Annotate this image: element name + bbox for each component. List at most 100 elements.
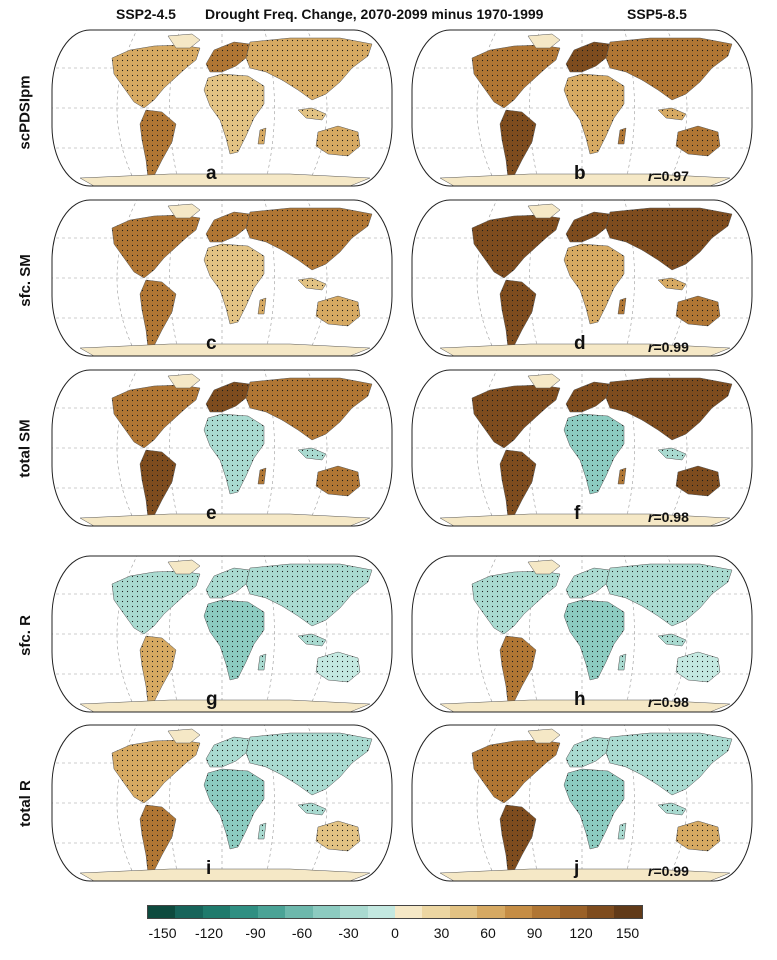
significance-stippling bbox=[564, 769, 624, 849]
significance-stippling bbox=[500, 805, 536, 873]
significance-stippling bbox=[246, 38, 372, 100]
world-map-a bbox=[51, 29, 393, 187]
significance-stippling bbox=[204, 74, 264, 154]
map-frame bbox=[51, 369, 393, 527]
map-panel-h bbox=[410, 554, 754, 714]
map-panel-d bbox=[410, 198, 754, 358]
colorbar-swatch bbox=[587, 906, 615, 918]
significance-stippling bbox=[206, 382, 250, 412]
significance-stippling bbox=[618, 468, 626, 484]
map-frame bbox=[51, 555, 393, 713]
significance-stippling bbox=[676, 126, 720, 156]
graticule-meridian bbox=[116, 200, 139, 356]
correlation-f: r=0.98 bbox=[648, 509, 689, 525]
significance-stippling bbox=[140, 805, 176, 873]
significance-stippling bbox=[204, 769, 264, 849]
panel-label-a: a bbox=[206, 163, 217, 184]
significance-stippling bbox=[316, 821, 360, 851]
land-antarctica bbox=[439, 699, 731, 712]
significance-stippling bbox=[564, 414, 624, 494]
significance-stippling bbox=[472, 571, 560, 634]
land-antarctica bbox=[79, 699, 371, 712]
map-panel-g bbox=[50, 554, 394, 714]
graticule-meridian bbox=[116, 556, 139, 712]
correlation-d: r=0.99 bbox=[648, 339, 689, 355]
map-frame bbox=[51, 199, 393, 357]
significance-stippling bbox=[564, 74, 624, 154]
map-panel-e bbox=[50, 368, 394, 528]
significance-stippling bbox=[658, 108, 686, 120]
world-map-h bbox=[411, 555, 753, 713]
map-frame bbox=[411, 369, 753, 527]
colorbar bbox=[147, 905, 643, 919]
significance-stippling bbox=[298, 634, 326, 646]
significance-stippling bbox=[500, 450, 536, 518]
significance-stippling bbox=[658, 634, 686, 646]
significance-stippling bbox=[204, 600, 264, 680]
land-antarctica bbox=[79, 868, 371, 881]
significance-stippling bbox=[298, 108, 326, 120]
land-greenland bbox=[167, 33, 201, 49]
left-column-scenario: SSP2-4.5 bbox=[116, 6, 176, 22]
land-greenland bbox=[167, 373, 201, 389]
significance-stippling bbox=[112, 45, 200, 108]
significance-stippling bbox=[204, 414, 264, 494]
significance-stippling bbox=[298, 448, 326, 460]
land-greenland bbox=[527, 203, 561, 219]
colorbar-ticks: -150 -120 -90 -60 -30 0 30 60 90 120 150 bbox=[147, 925, 643, 945]
significance-stippling bbox=[206, 568, 250, 598]
figure-title: Drought Freq. Change, 2070-2099 minus 19… bbox=[205, 6, 544, 22]
map-frame bbox=[411, 555, 753, 713]
graticule-meridian bbox=[476, 30, 499, 186]
map-frame bbox=[411, 29, 753, 187]
significance-stippling bbox=[676, 296, 720, 326]
significance-stippling bbox=[204, 244, 264, 324]
colorbar-tick-label: 0 bbox=[391, 925, 399, 941]
panel-label-i: i bbox=[206, 858, 212, 879]
significance-stippling bbox=[246, 208, 372, 270]
significance-stippling bbox=[618, 128, 626, 144]
significance-stippling bbox=[112, 740, 200, 803]
significance-stippling bbox=[658, 448, 686, 460]
panel-label-f: f bbox=[574, 503, 581, 524]
land-antarctica bbox=[79, 343, 371, 356]
land-greenland bbox=[527, 728, 561, 744]
map-panel-b bbox=[410, 28, 754, 188]
significance-stippling bbox=[112, 571, 200, 634]
significance-stippling bbox=[564, 244, 624, 324]
colorbar-swatch bbox=[422, 906, 450, 918]
significance-stippling bbox=[658, 803, 686, 815]
land-antarctica bbox=[439, 343, 731, 356]
map-panel-a bbox=[50, 28, 394, 188]
significance-stippling bbox=[112, 215, 200, 278]
graticule-meridian bbox=[116, 725, 139, 881]
significance-stippling bbox=[500, 636, 536, 704]
significance-stippling bbox=[618, 823, 626, 839]
colorbar-swatch bbox=[477, 906, 505, 918]
colorbar-swatch bbox=[367, 906, 395, 918]
panel-label-c: c bbox=[206, 333, 217, 354]
graticule-meridian bbox=[476, 556, 499, 712]
colorbar-tick-label: 60 bbox=[480, 925, 496, 941]
significance-stippling bbox=[140, 110, 176, 178]
graticule-meridian bbox=[476, 725, 499, 881]
significance-stippling bbox=[566, 42, 610, 72]
significance-stippling bbox=[606, 378, 732, 440]
significance-stippling bbox=[606, 38, 732, 100]
right-column-scenario: SSP5-8.5 bbox=[627, 6, 687, 22]
colorbar-swatch bbox=[285, 906, 313, 918]
significance-stippling bbox=[316, 466, 360, 496]
land-greenland bbox=[167, 203, 201, 219]
significance-stippling bbox=[676, 652, 720, 682]
graticule-meridian bbox=[476, 200, 499, 356]
colorbar-tick-label: -120 bbox=[194, 925, 224, 941]
graticule-meridian bbox=[116, 30, 139, 186]
colorbar-swatch bbox=[230, 906, 258, 918]
significance-stippling bbox=[140, 280, 176, 348]
colorbar-tick-label: -60 bbox=[291, 925, 313, 941]
colorbar-tick-label: 120 bbox=[569, 925, 593, 941]
land-antarctica bbox=[79, 513, 371, 526]
panel-label-g: g bbox=[206, 689, 218, 710]
significance-stippling bbox=[566, 382, 610, 412]
world-map-e bbox=[51, 369, 393, 527]
